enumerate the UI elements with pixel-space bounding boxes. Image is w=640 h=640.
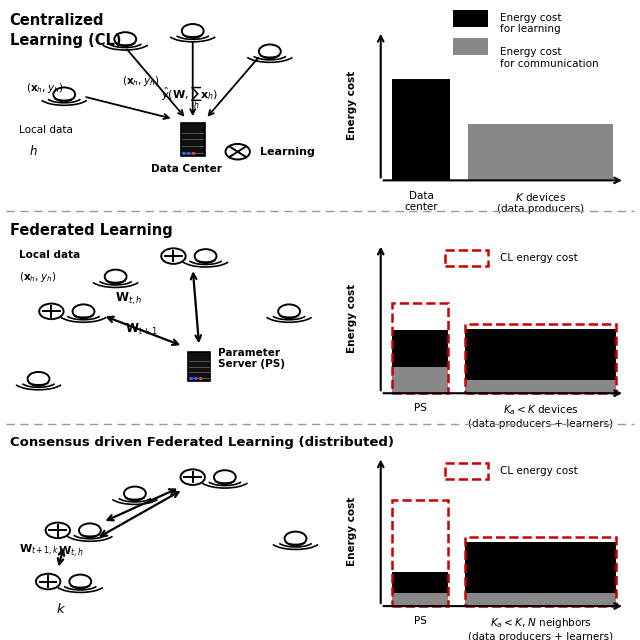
Text: Energy cost: Energy cost — [347, 497, 356, 566]
Text: PS: PS — [413, 403, 426, 413]
Bar — [445, 463, 488, 479]
Text: Parameter
Server (PS): Parameter Server (PS) — [218, 348, 285, 369]
Text: $\mathbf{W}_{t+1}$: $\mathbf{W}_{t+1}$ — [125, 321, 158, 337]
Text: $\mathbf{W}_{t,h}$: $\mathbf{W}_{t,h}$ — [115, 291, 142, 307]
Bar — [392, 500, 447, 606]
Bar — [465, 593, 616, 606]
Circle shape — [195, 378, 197, 380]
Bar — [445, 250, 488, 266]
Text: $\mathbf{W}_{t,h}$: $\mathbf{W}_{t,h}$ — [58, 545, 84, 561]
Text: Learning (CL): Learning (CL) — [10, 33, 121, 48]
Bar — [392, 303, 447, 393]
Circle shape — [182, 152, 185, 154]
Bar — [468, 124, 613, 180]
Text: Energy cost: Energy cost — [347, 71, 356, 140]
Bar — [465, 324, 616, 393]
Text: Centralized: Centralized — [10, 13, 104, 28]
Text: Learning: Learning — [260, 147, 315, 157]
Bar — [188, 352, 211, 381]
Bar — [465, 329, 616, 380]
Bar — [392, 572, 447, 593]
Text: $K_a < K$ devices
(data producers + learners): $K_a < K$ devices (data producers + lear… — [468, 403, 613, 429]
Text: $\mathbf{W}_{t+1,k}$: $\mathbf{W}_{t+1,k}$ — [19, 543, 60, 558]
Text: $K_a < K$, $N$ neighbors
(data producers + learners): $K_a < K$, $N$ neighbors (data producers… — [468, 616, 613, 640]
Bar — [465, 541, 616, 593]
Text: $(\mathbf{x}_h, y_h)$: $(\mathbf{x}_h, y_h)$ — [19, 271, 56, 284]
Circle shape — [188, 152, 190, 154]
Text: PS: PS — [413, 616, 426, 627]
Bar — [453, 38, 488, 54]
Bar — [180, 123, 205, 156]
Circle shape — [200, 378, 202, 380]
Text: $h$: $h$ — [29, 143, 38, 157]
Text: CL energy cost: CL energy cost — [500, 253, 578, 263]
Circle shape — [190, 378, 193, 380]
Bar — [392, 79, 451, 180]
Text: $(\mathbf{x}_h, y_h)$: $(\mathbf{x}_h, y_h)$ — [26, 81, 63, 95]
Bar — [465, 536, 616, 606]
Text: Federated Learning: Federated Learning — [10, 223, 172, 238]
Text: CL energy cost: CL energy cost — [500, 466, 578, 476]
Text: Energy cost
for communication: Energy cost for communication — [500, 47, 598, 69]
Bar — [392, 593, 447, 606]
Text: $(\mathbf{x}_h, y_h)$: $(\mathbf{x}_h, y_h)$ — [122, 74, 159, 88]
Text: Data
center: Data center — [404, 191, 438, 212]
Text: $\hat{y}(\mathbf{W}, \sum_h \mathbf{x}_h)$: $\hat{y}(\mathbf{W}, \sum_h \mathbf{x}_h… — [161, 84, 218, 111]
Bar — [392, 367, 447, 393]
Text: Local data: Local data — [19, 250, 81, 260]
Text: Data Center: Data Center — [151, 164, 221, 174]
Text: Energy cost
for learning: Energy cost for learning — [500, 13, 561, 34]
Text: Energy cost: Energy cost — [347, 284, 356, 353]
Bar — [453, 10, 488, 27]
Text: Consensus driven Federated Learning (distributed): Consensus driven Federated Learning (dis… — [10, 436, 394, 449]
Text: $k$: $k$ — [56, 602, 66, 616]
Bar — [392, 330, 447, 367]
Bar — [465, 380, 616, 393]
Text: Local data: Local data — [19, 125, 73, 135]
Circle shape — [192, 152, 195, 154]
Text: $K$ devices
(data producers): $K$ devices (data producers) — [497, 191, 584, 214]
